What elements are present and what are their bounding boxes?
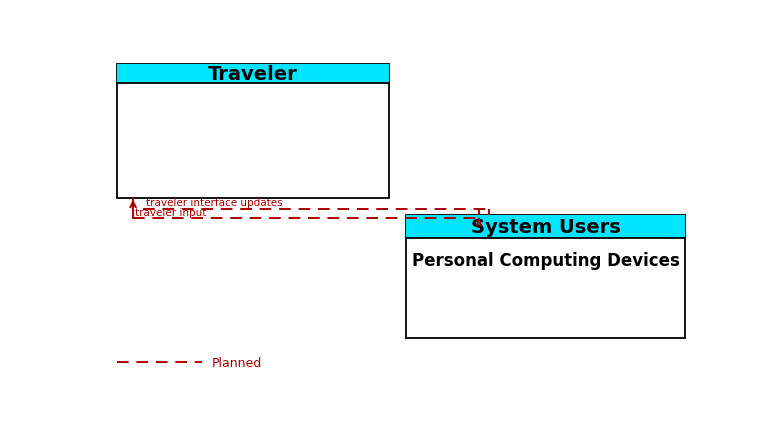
Bar: [117, 65, 389, 199]
Bar: [406, 215, 685, 338]
Text: Planned: Planned: [211, 356, 262, 369]
Text: Personal Computing Devices: Personal Computing Devices: [412, 251, 680, 269]
Text: traveler interface updates: traveler interface updates: [146, 198, 283, 208]
Text: Traveler: Traveler: [208, 65, 298, 84]
Text: System Users: System Users: [471, 217, 621, 237]
Bar: [406, 215, 685, 238]
Bar: [117, 65, 389, 83]
Text: traveler input: traveler input: [135, 207, 207, 217]
